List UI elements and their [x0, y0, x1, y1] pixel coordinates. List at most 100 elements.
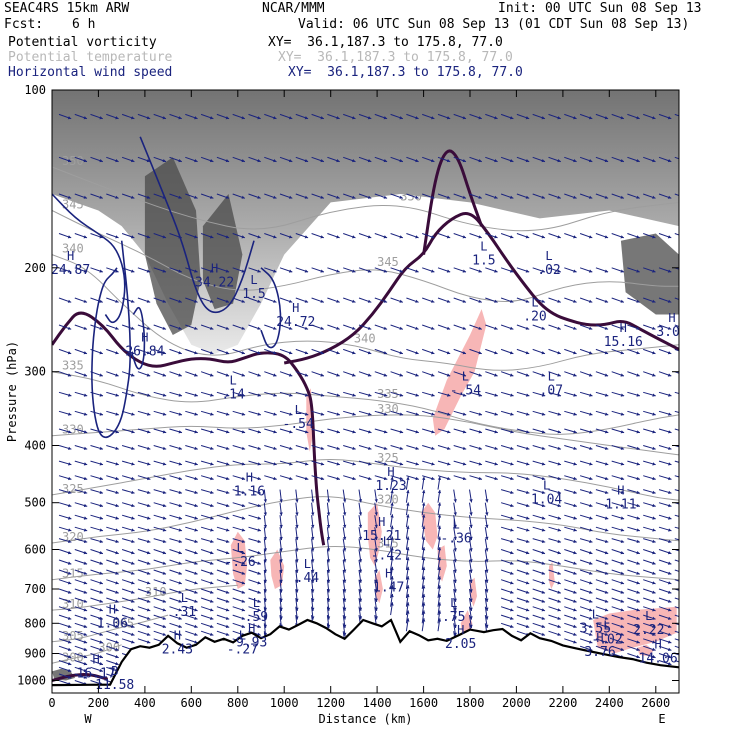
- pv-extremum-marker: H: [141, 330, 148, 344]
- wind-vector-head: [684, 640, 688, 643]
- wind-vector-head: [667, 195, 672, 199]
- wind-vector-head: [131, 599, 135, 603]
- wind-vector-head: [589, 462, 593, 466]
- wind-vector-head: [541, 430, 546, 434]
- wind-vector-head: [320, 195, 324, 199]
- wind-vector-head: [478, 269, 482, 273]
- wind-vector-head: [83, 516, 88, 520]
- wind-vector-head: [399, 476, 404, 481]
- wind-vector-head: [462, 326, 466, 330]
- wind-vector-head: [573, 608, 577, 612]
- wind-vector-head: [257, 632, 261, 636]
- wind-vector-head: [273, 462, 277, 466]
- wind-vector-head: [636, 599, 640, 603]
- wind-vector-head: [210, 490, 214, 494]
- wind-vector: [674, 645, 679, 649]
- negative-pv-region: [270, 549, 285, 589]
- wind-vector-head: [241, 430, 246, 434]
- pv-extremum-value: -.54: [283, 417, 314, 432]
- wind-vector-head: [478, 373, 482, 377]
- wind-vector-head: [326, 512, 331, 516]
- wind-vector-head: [390, 557, 394, 561]
- wind-vector-head: [304, 430, 309, 434]
- wind-vector-head: [241, 503, 246, 508]
- pv-extremum-marker: L: [450, 596, 457, 610]
- wind-vector-head: [509, 326, 514, 330]
- wind-vector-head: [652, 412, 656, 416]
- wind-vector-head: [68, 476, 72, 481]
- wind-vector-head: [557, 269, 561, 273]
- wind-vector-head: [131, 632, 135, 636]
- wind-vector-head: [210, 616, 214, 620]
- valid-time: Valid: 06 UTC Sun 08 Sep 13 (01 CDT Sun …: [298, 17, 690, 32]
- wind-vector-head: [557, 561, 561, 565]
- wind-vector-head: [194, 528, 198, 532]
- pv-extremum-marker: H: [67, 249, 74, 263]
- wind-vector-head: [320, 326, 324, 330]
- wind-vector-head: [636, 373, 640, 377]
- wind-vector-head: [668, 462, 672, 466]
- wind-vector-head: [83, 235, 87, 239]
- wind-vector-head: [667, 581, 672, 585]
- wind-vector-head: [147, 528, 151, 532]
- wind-vector-head: [620, 462, 625, 466]
- wind-vector-head: [209, 195, 214, 199]
- wind-vector-head: [146, 632, 151, 636]
- x-tick-label: 800: [227, 696, 249, 710]
- wind-vector-head: [620, 235, 624, 239]
- wind-vector-head: [67, 116, 72, 120]
- wind-vector-head: [469, 499, 473, 503]
- wind-vector: [674, 489, 679, 492]
- wind-vector-head: [494, 393, 498, 397]
- wind-vector-head: [83, 632, 88, 636]
- wind-vector-head: [304, 462, 309, 466]
- wind-vector-head: [273, 393, 277, 397]
- wind-vector-head: [178, 326, 182, 330]
- wind-vector: [674, 428, 679, 431]
- wind-vector-head: [667, 624, 672, 628]
- wind-vector-head: [684, 351, 688, 354]
- wind-vector-head: [636, 503, 640, 508]
- pv-extremum-marker: H: [668, 311, 675, 325]
- wind-vector-head: [462, 412, 467, 416]
- wind-vector-head: [241, 624, 245, 628]
- wind-vector-head: [437, 610, 442, 614]
- pv-extremum-value: 14.06: [639, 651, 678, 666]
- wind-vector-head: [620, 299, 624, 303]
- wind-vector-head: [636, 608, 640, 612]
- wind-vector-head: [241, 581, 245, 585]
- wind-vector-head: [115, 159, 119, 163]
- wind-vector-head: [225, 590, 230, 594]
- wind-vector-head: [526, 476, 530, 481]
- wind-vector-head: [557, 373, 561, 377]
- wind-vector-head: [557, 608, 561, 612]
- theta-contour-label: 300: [62, 650, 84, 664]
- negative-pv-region: [593, 606, 677, 654]
- wind-vector-head: [83, 269, 87, 273]
- wind-vector-head: [178, 528, 182, 532]
- wind-vector-head: [178, 116, 182, 120]
- wind-vector-head: [447, 393, 451, 397]
- wind-vector-head: [557, 430, 561, 434]
- wind-vector-head: [67, 351, 72, 355]
- wind-vector-head: [162, 476, 167, 481]
- wind-vector-head: [225, 299, 230, 303]
- wind-vector-head: [383, 373, 388, 377]
- wind-vector-head: [68, 412, 72, 416]
- wind-vector-head: [541, 326, 545, 330]
- wind-vector-head: [620, 446, 625, 450]
- wind-vector-head: [225, 632, 230, 636]
- wind-vector-head: [273, 476, 277, 481]
- wind-vector-head: [131, 430, 135, 434]
- wind-vector-head: [573, 551, 577, 555]
- wind-vector-head: [422, 610, 426, 614]
- wind-vector-head: [510, 516, 514, 520]
- wind-vector-head: [289, 476, 293, 481]
- wind-vector-head: [422, 557, 426, 561]
- wind-vector-head: [431, 159, 435, 163]
- wind-vector-head: [620, 503, 625, 508]
- wind-vector-head: [257, 516, 261, 520]
- high-pv-core-shading: [620, 233, 679, 315]
- wind-vector-head: [194, 640, 198, 644]
- wind-vector-head: [225, 624, 230, 628]
